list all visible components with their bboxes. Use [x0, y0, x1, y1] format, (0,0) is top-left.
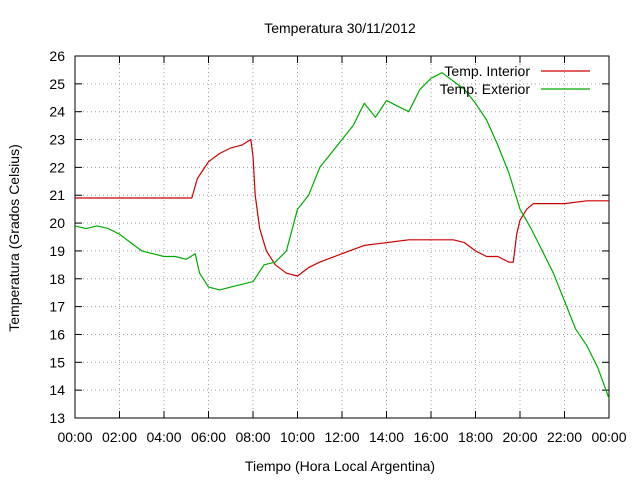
y-tick-label: 23 — [49, 132, 65, 148]
y-tick-label: 14 — [49, 382, 65, 398]
x-tick-label: 14:00 — [369, 429, 404, 445]
x-tick-label: 02:00 — [102, 429, 137, 445]
y-tick-label: 19 — [49, 243, 65, 259]
y-tick-label: 18 — [49, 271, 65, 287]
y-tick-label: 20 — [49, 215, 65, 231]
legend-label-exterior: Temp. Exterior — [440, 81, 531, 97]
y-axis-label: Temperatura (Grados Celsius) — [6, 144, 22, 332]
x-tick-label: 06:00 — [191, 429, 226, 445]
x-tick-label: 20:00 — [502, 429, 537, 445]
legend-label-interior: Temp. Interior — [444, 63, 530, 79]
y-tick-label: 24 — [49, 104, 65, 120]
x-tick-label: 04:00 — [146, 429, 181, 445]
y-tick-label: 15 — [49, 354, 65, 370]
x-tick-label: 00:00 — [591, 429, 626, 445]
series-line-interior — [75, 138, 609, 277]
y-tick-label: 13 — [49, 410, 65, 426]
y-tick-label: 17 — [49, 299, 65, 315]
series-line-exterior — [74, 72, 610, 399]
y-tick-label: 26 — [49, 48, 65, 64]
y-tick-label: 16 — [49, 326, 65, 342]
y-tick-label: 22 — [49, 159, 65, 175]
axes: 13 14 15 16 17 18 19 20 21 22 23 24 25 26 00:00 02:00 04… — [49, 48, 626, 445]
x-tick-label: 08:00 — [235, 429, 270, 445]
y-tick-label: 21 — [49, 187, 65, 203]
x-tick-label: 10:00 — [280, 429, 315, 445]
series-layer — [74, 72, 610, 399]
legend: Temp. Interior Temp. Exterior — [440, 63, 590, 97]
x-axis-label: Tiempo (Hora Local Argentina) — [245, 458, 435, 474]
x-tick-label: 00:00 — [57, 429, 92, 445]
x-tick-label: 22:00 — [547, 429, 582, 445]
x-tick-label: 16:00 — [413, 429, 448, 445]
chart-title: Temperatura 30/11/2012 — [264, 20, 416, 36]
y-tick-label: 25 — [49, 76, 65, 92]
plot-frame — [74, 55, 610, 419]
x-tick-label: 12:00 — [324, 429, 359, 445]
x-tick-label: 18:00 — [458, 429, 493, 445]
